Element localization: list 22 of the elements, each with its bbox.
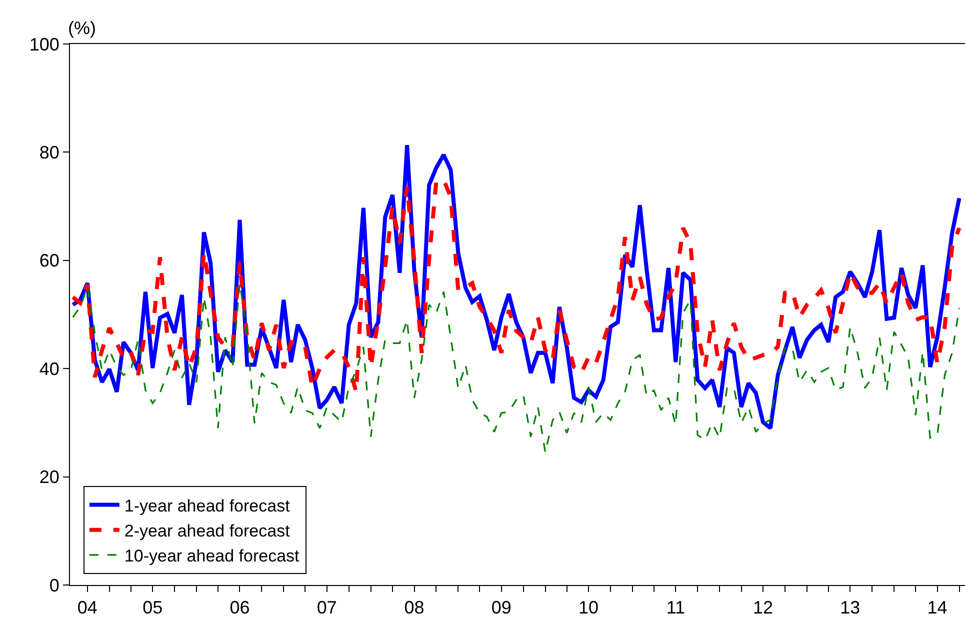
x-tick-label: 10 [578,598,599,618]
y-tick-label: 60 [39,250,60,271]
x-tick-label: 12 [753,598,774,618]
y-tick-label: 40 [39,358,60,379]
x-tick-label: 06 [230,598,250,618]
y-tick-label: 80 [39,142,60,162]
legend-label: 1-year ahead forecast [124,496,290,516]
legend-label: 10-year ahead forecast [124,546,300,566]
x-tick-label: 13 [840,598,860,618]
y-axis-title: (%) [68,18,96,38]
x-tick-label: 14 [927,598,948,618]
x-tick-label: 09 [491,598,512,618]
x-tick-label: 05 [142,598,163,618]
line-series [72,282,960,454]
x-tick-label: 08 [404,598,424,618]
y-tick-label: 100 [29,34,60,54]
x-tick-label: 04 [77,598,98,618]
x-tick-label: 07 [316,598,337,618]
y-tick-label: 0 [49,575,60,596]
legend-label: 2-year ahead forecast [124,521,290,540]
y-tick-label: 20 [39,467,60,488]
x-tick-label: 11 [666,598,686,618]
